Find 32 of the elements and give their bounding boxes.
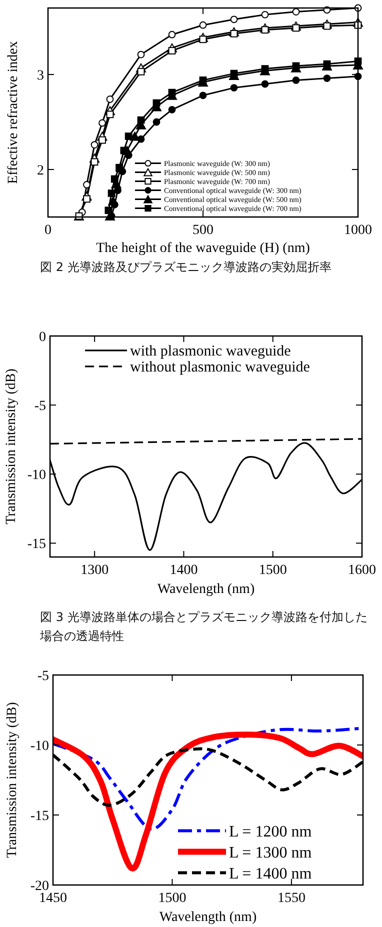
y-tick-label: -5 bbox=[34, 399, 46, 414]
y-tick-label: -10 bbox=[27, 468, 46, 484]
y-tick-label: -5 bbox=[37, 669, 49, 684]
x-tick-label: 1600 bbox=[348, 563, 376, 578]
x-tick-label: 1000 bbox=[344, 223, 372, 238]
x-tick-label: 1500 bbox=[258, 563, 287, 578]
legend-label: with plasmonic waveguide bbox=[130, 344, 292, 360]
y-tick-label: -10 bbox=[30, 739, 49, 754]
y-tick-label: 2 bbox=[37, 164, 44, 178]
y-tick-label: 0 bbox=[39, 330, 46, 345]
x-tick-label: 1300 bbox=[80, 563, 109, 578]
caption: 図 2 光導波路及びプラズモニック導波路の実効屈折率 bbox=[40, 259, 332, 276]
legend-label: L = 1200 nm bbox=[229, 823, 312, 840]
legend-label: L = 1400 nm bbox=[229, 865, 312, 882]
x-axis-title: Wavelength (nm) bbox=[157, 582, 255, 597]
caption: 図 3 光導波路単体の場合とプラズモニック導波路を付加した場合の透過特性 bbox=[40, 609, 368, 645]
y-axis-title: Transmission intensity (dB) bbox=[4, 368, 19, 524]
x-tick-label: 1450 bbox=[39, 891, 67, 906]
x-tick-label: 500 bbox=[192, 223, 214, 238]
x-tick-label: 1500 bbox=[158, 891, 186, 906]
x-axis-title: Wavelength (nm) bbox=[159, 910, 257, 925]
y-tick-label: -15 bbox=[27, 537, 46, 552]
legend-label: without plasmonic waveguide bbox=[130, 360, 310, 376]
y-axis-title: Effective refractive index bbox=[6, 41, 21, 184]
x-tick-label: 1550 bbox=[277, 891, 306, 906]
y-axis-title: Transmission intensity (dB) bbox=[5, 702, 20, 858]
y-tick-label: -20 bbox=[30, 879, 49, 894]
legend-label: L = 1300 nm bbox=[229, 844, 312, 862]
y-tick-label: 3 bbox=[37, 68, 44, 84]
x-axis-title: The height of the waveguide (H) (nm) bbox=[96, 241, 310, 256]
x-tick-label: 1400 bbox=[170, 563, 198, 578]
y-tick-label: -15 bbox=[30, 809, 49, 824]
